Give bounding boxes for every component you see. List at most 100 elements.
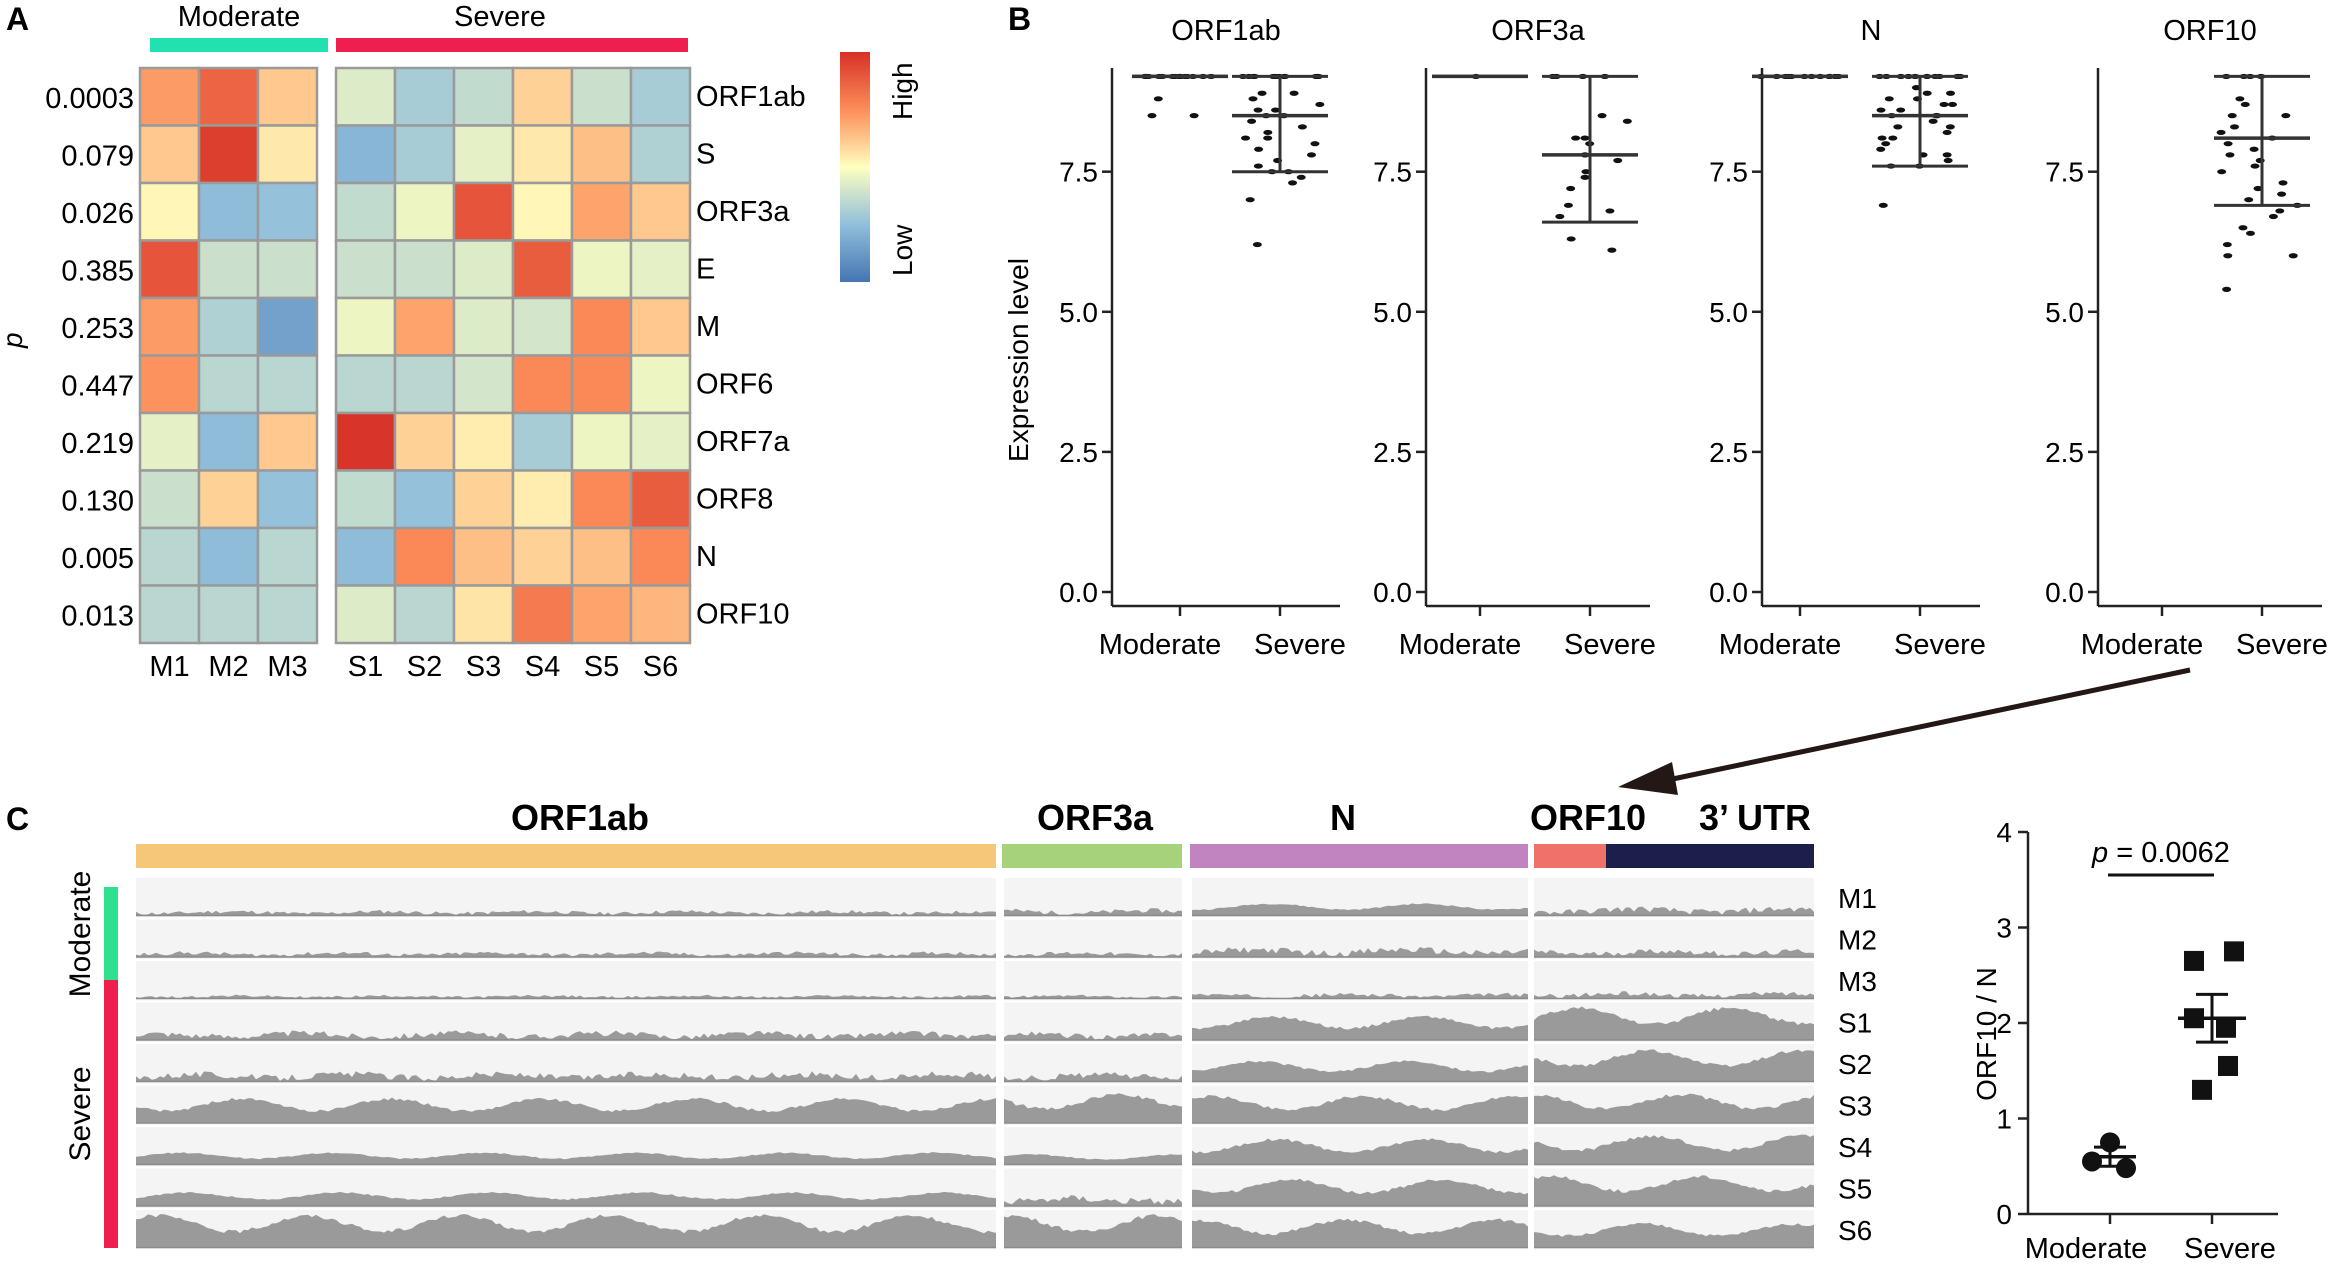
- coverage-profile: [1004, 1031, 1182, 1040]
- heatmap-cell: [197, 526, 260, 587]
- heatmap-cell: [570, 66, 633, 127]
- heatmap-cell: [256, 526, 319, 587]
- coverage-profile: [1534, 1049, 1814, 1082]
- coverage-profile: [1534, 1175, 1814, 1206]
- region-bar: [1606, 844, 1814, 868]
- significance-p-value: p = 0.0062: [2091, 837, 2230, 869]
- coverage-track-bg: [136, 961, 996, 1001]
- heatmap-cell: [334, 66, 397, 127]
- coverage-profile: [1192, 992, 1528, 999]
- dotplot-y-tick-label: 5.0: [1373, 297, 1412, 328]
- heatmap-cell: [197, 181, 260, 242]
- dotplot-point: [1153, 96, 1163, 102]
- heatmap-color-legend: [840, 52, 870, 282]
- dotplot-point: [2249, 146, 2259, 152]
- dotplot-point: [2217, 169, 2227, 175]
- gene-label: ORF1ab: [696, 81, 806, 113]
- legend-low-label: Low: [887, 224, 918, 276]
- ratio-point-severe: [2184, 950, 2204, 971]
- ratio-y-axis-label: ORF10 / N: [1971, 967, 2002, 1101]
- dotplot-x-tick-label: Severe: [1254, 629, 1346, 661]
- coverage-profile: [1004, 908, 1182, 916]
- heatmap-cell: [511, 181, 574, 242]
- coverage-profile: [1534, 1134, 1814, 1165]
- dotplot-point: [1263, 129, 1273, 136]
- heatmap-cell: [570, 296, 633, 357]
- coverage-track-bg: [136, 878, 996, 918]
- heatmap-cell: [393, 296, 456, 357]
- dotplot-point: [1147, 113, 1157, 119]
- dotplot-point: [2238, 225, 2248, 231]
- heatmap-cell: [570, 239, 633, 300]
- heatmap-cell: [197, 124, 260, 185]
- dotplot-point: [2275, 208, 2285, 214]
- heatmap-sample-labels: M1 M2 M3 S1 S2 S3 S4 S5 S6: [149, 651, 678, 683]
- coverage-profile: [1004, 951, 1182, 957]
- dotplot-point: [2223, 253, 2233, 259]
- dotplot-point: [2235, 96, 2245, 102]
- dotplot-point: [1613, 157, 1623, 164]
- sample-label: M1: [149, 651, 189, 683]
- dotplot-point: [2281, 113, 2291, 119]
- ratio-plot: 0 1 2 3 4 ORF10 / N Moderate Severe p = 0.0062: [1971, 817, 2278, 1265]
- coverage-group-bar-severe: [104, 980, 118, 1248]
- ratio-x-tick-label: Severe: [2184, 1233, 2276, 1265]
- dotplot-point: [2253, 185, 2263, 192]
- heatmap-cell: [334, 296, 397, 357]
- dotplot-point: [2277, 191, 2287, 197]
- p-value-label: 0.253: [61, 313, 134, 345]
- panel-c-coverage: C ORF1ab ORF3a N ORF10 3’ UTR M1 M2 M3 S1 S2 S3 S4…: [6, 797, 2278, 1265]
- panel-a-label: A: [6, 1, 29, 37]
- dotplot-point: [1947, 101, 1957, 108]
- dotplot-title: ORF1ab: [1171, 15, 1281, 47]
- dotplot-point: [1876, 107, 1886, 113]
- dotplot-point: [2268, 213, 2278, 220]
- gene-label: ORF8: [696, 484, 773, 516]
- p-value-label: 0.219: [61, 428, 134, 460]
- dotplot-y-tick-label: 0.0: [1059, 577, 1098, 608]
- dotplot-point: [1893, 124, 1903, 130]
- dotplot-y-tick-label: 2.5: [1059, 437, 1098, 468]
- dotplot-point: [2250, 163, 2260, 169]
- dotplot-orf1ab: ORF1ab 0.0 2.5 5.0 7.5 Moderate Severe: [1059, 15, 1346, 661]
- dotplot-x-tick-label: Moderate: [2081, 629, 2204, 661]
- coverage-profile: [1004, 1093, 1182, 1123]
- region-label: 3’ UTR: [1699, 797, 1811, 838]
- dotplot-point: [1289, 90, 1299, 96]
- dotplot-point: [1939, 101, 1949, 108]
- coverage-track-label: S4: [1838, 1132, 1872, 1163]
- coverage-profile: [1534, 906, 1814, 916]
- dotplot-point: [2223, 141, 2233, 147]
- dotplot-y-tick-label: 0.0: [2045, 577, 2084, 608]
- coverage-profile: [136, 1214, 996, 1248]
- coverage-track-label: S5: [1838, 1174, 1872, 1205]
- gene-label: ORF3a: [696, 196, 790, 228]
- dotplot-y-tick-label: 7.5: [1709, 157, 1748, 188]
- ratio-y-tick-label: 3: [1996, 913, 2012, 944]
- heatmap-cell: [629, 296, 692, 357]
- heatmap-cell: [334, 354, 397, 415]
- coverage-tracks: [136, 878, 1814, 1250]
- dotplot-point: [1580, 174, 1590, 180]
- dotplot-point: [1566, 236, 1576, 242]
- heatmap-cell: [452, 584, 515, 645]
- coverage-profile: [136, 1191, 996, 1206]
- heatmap-cell: [511, 239, 574, 300]
- heatmap-cell: [256, 469, 319, 530]
- heatmap-cell: [570, 124, 633, 185]
- heatmap-cell: [511, 526, 574, 587]
- heatmap-cell: [570, 526, 633, 587]
- dotplot-y-tick-label: 0.0: [1709, 577, 1748, 608]
- dotplot-orf3a: ORF3a 0.0 2.5 5.0 7.5 Moderate Severe: [1373, 15, 1656, 661]
- heatmap-cell: [138, 124, 201, 185]
- dotplot-y-tick-label: 2.5: [2045, 437, 2084, 468]
- panel-c-label: C: [6, 801, 29, 837]
- dotplot-point: [1297, 124, 1307, 130]
- heatmap-cell: [511, 354, 574, 415]
- dotplot-point: [2278, 180, 2288, 186]
- heatmap-cell: [452, 469, 515, 530]
- dotplot-point: [1315, 101, 1325, 108]
- coverage-profile: [1192, 1178, 1528, 1206]
- dotplot-point: [2245, 230, 2255, 236]
- heatmap-cell: [334, 469, 397, 530]
